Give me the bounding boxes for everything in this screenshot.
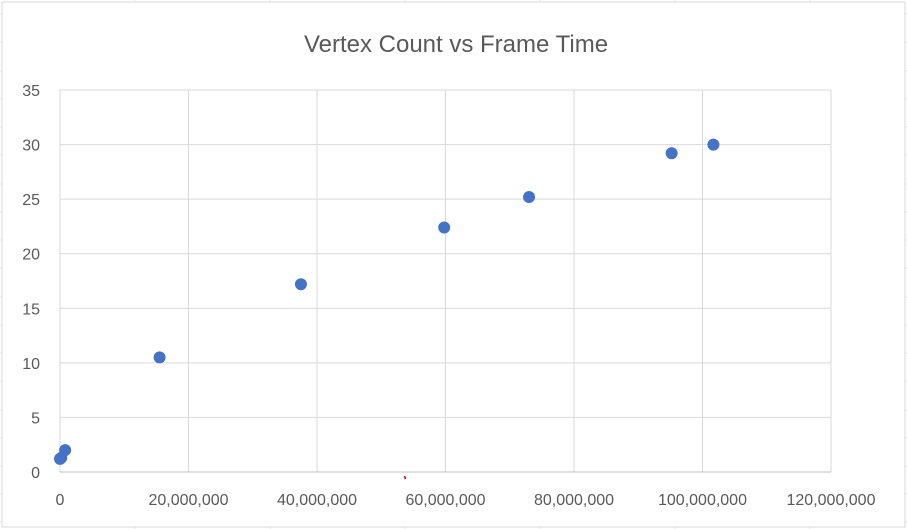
data-points — [54, 138, 720, 465]
data-point — [707, 138, 720, 151]
y-tick-label: 10 — [22, 356, 40, 373]
y-tick-label: 0 — [31, 465, 40, 482]
x-tick-label: 80,000,000 — [534, 492, 614, 509]
stray-mark — [403, 475, 407, 480]
x-tick-label: 120,000,000 — [787, 492, 876, 509]
y-tick-label: 5 — [31, 410, 40, 427]
data-point — [438, 221, 451, 234]
x-tick-label: 60,000,000 — [405, 492, 485, 509]
y-tick-label: 30 — [22, 138, 40, 155]
y-tick-label: 20 — [22, 247, 40, 264]
data-point — [523, 190, 536, 203]
x-tick-label: 40,000,000 — [277, 492, 357, 509]
chart-title: Vertex Count vs Frame Time — [304, 31, 608, 58]
y-tick-label: 25 — [22, 192, 40, 209]
data-point — [294, 278, 307, 291]
data-point — [59, 444, 72, 457]
x-tick-label: 100,000,000 — [658, 492, 747, 509]
data-point — [665, 147, 678, 160]
gridlines — [59, 89, 832, 473]
x-tick-label: 0 — [56, 492, 65, 509]
data-point — [153, 351, 166, 364]
y-tick-label: 35 — [22, 83, 40, 100]
x-axis-tick-labels: 0 20,000,000 40,000,000 60,000,000 80,000,00… — [56, 492, 876, 509]
x-tick-label: 20,000,000 — [148, 492, 228, 509]
y-axis-tick-labels: 0 5 10 15 20 25 30 35 — [22, 83, 40, 482]
y-tick-label: 15 — [22, 301, 40, 318]
